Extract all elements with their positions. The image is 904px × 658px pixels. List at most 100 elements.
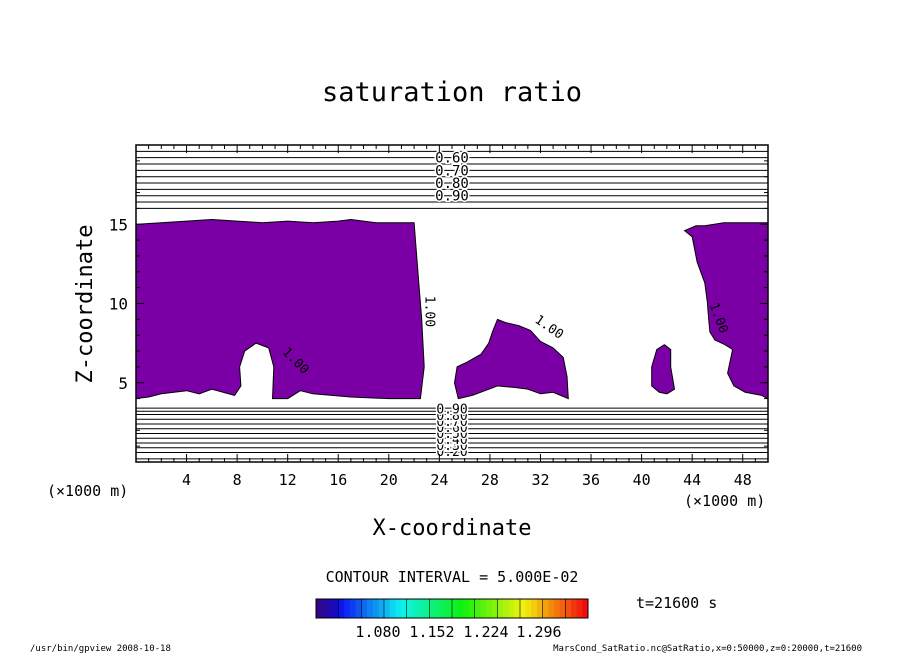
colorbar-swatch [486, 599, 493, 618]
colorbar-swatch [491, 599, 498, 618]
colorbar-swatch [571, 599, 578, 618]
contour-labels: 0.600.700.800.900.200.300.400.500.600.70… [279, 149, 731, 461]
colorbar-swatch [401, 599, 408, 618]
colorbar-swatch [537, 599, 544, 618]
contour-label-upper: 0.90 [435, 189, 469, 205]
contour-label-cloud: 1.00 [421, 296, 436, 327]
colorbar-swatch [350, 599, 357, 618]
colorbar-swatch [338, 599, 345, 618]
colorbar-swatch [344, 599, 351, 618]
x-tick-label: 28 [481, 471, 499, 489]
colorbar-swatch [378, 599, 385, 618]
time-label: t=21600 s [636, 594, 717, 612]
colorbar-swatch [423, 599, 430, 618]
colorbar-swatch [429, 599, 436, 618]
supersaturated-regions [135, 218, 769, 400]
colorbar-swatch [435, 599, 442, 618]
colorbar-swatch [582, 599, 589, 618]
region-1 [453, 318, 569, 400]
colorbar-swatch [503, 599, 510, 618]
contour-label-lower: 0.90 [436, 403, 467, 418]
colorbar-swatch [554, 599, 561, 618]
y-tick-label: 10 [109, 295, 128, 314]
colorbar-swatch [497, 599, 504, 618]
colorbar-swatch [542, 599, 549, 618]
region-3 [683, 222, 769, 400]
contour-label-lower: 0.20 [436, 445, 467, 460]
colorbar-swatch [565, 599, 572, 618]
colorbar-swatch [367, 599, 374, 618]
x-axis-label: X-coordinate [373, 516, 532, 541]
contour-label-lower: 0.60 [436, 421, 467, 436]
y-tick-label: 15 [109, 215, 128, 234]
colorbar-swatch [548, 599, 555, 618]
x-unit-left: (×1000 m) [47, 482, 128, 500]
colorbar-swatch [452, 599, 459, 618]
x-tick-label: 44 [683, 471, 701, 489]
contour-label-lower: 0.70 [436, 415, 467, 430]
colorbar-swatch [576, 599, 583, 618]
colorbar-frame [315, 598, 589, 619]
colorbar-swatch [559, 599, 566, 618]
colorbar-swatch [395, 599, 402, 618]
colorbar-swatch [355, 599, 362, 618]
colorbar-swatch [372, 599, 379, 618]
x-axis-ticks: 4 8 12 16 20 24 28 32 36 40 44 48 [148, 145, 756, 489]
colorbar-tick-label: 1.152 [409, 623, 454, 641]
colorbar-swatch [463, 599, 470, 618]
x-tick-label: 4 [182, 471, 191, 489]
colorbar-tick-label: 1.224 [463, 623, 508, 641]
colorbar-swatch [406, 599, 413, 618]
colorbar-swatch [525, 599, 532, 618]
x-tick-label: 12 [279, 471, 297, 489]
footer-left: /usr/bin/gpview 2008-10-18 [30, 644, 171, 654]
x-tick-label: 8 [233, 471, 242, 489]
colorbar-swatch [316, 599, 323, 618]
colorbar-swatch [412, 599, 419, 618]
colorbar-swatch [384, 599, 391, 618]
colorbar-swatch [389, 599, 396, 618]
colorbar-swatch [520, 599, 527, 618]
y-axis-ticks: 5 10 15 [109, 160, 768, 447]
colorbar-swatch [333, 599, 340, 618]
y-tick-label: 5 [118, 374, 128, 393]
x-tick-label: 32 [531, 471, 549, 489]
x-tick-label: 20 [380, 471, 398, 489]
colorbar-swatch [361, 599, 368, 618]
x-tick-label: 40 [633, 471, 651, 489]
x-tick-label: 16 [329, 471, 347, 489]
colorbar-swatch [514, 599, 521, 618]
colorbar [315, 599, 589, 618]
colorbar-swatch [480, 599, 487, 618]
colorbar-swatch [508, 599, 515, 618]
contour-label-lower: 0.30 [436, 439, 467, 454]
x-tick-label: 24 [430, 471, 448, 489]
contour-label-upper: 0.80 [435, 176, 469, 192]
colorbar-swatch [440, 599, 447, 618]
colorbar-tick-label: 1.080 [355, 623, 400, 641]
colorbar-swatch [418, 599, 425, 618]
region-2 [651, 344, 676, 395]
colorbar-swatch [446, 599, 453, 618]
colorbar-tick-label: 1.296 [516, 623, 561, 641]
colorbar-swatch [457, 599, 464, 618]
x-tick-label: 36 [582, 471, 600, 489]
colorbar-swatch [321, 599, 328, 618]
chart-title: saturation ratio [322, 77, 582, 108]
colorbar-tick-labels: 1.080 1.152 1.224 1.296 [355, 623, 561, 641]
y-axis-label: Z-coordinate [73, 225, 98, 384]
contour-interval: CONTOUR INTERVAL = 5.000E-02 [326, 568, 579, 586]
colorbar-swatch [327, 599, 334, 618]
contour-label-upper: 0.70 [435, 163, 469, 179]
x-unit-right: (×1000 m) [684, 492, 765, 510]
footer-right: MarsCond_SatRatio.nc@SatRatio,x=0:50000,… [553, 644, 862, 654]
x-tick-label: 48 [734, 471, 752, 489]
region-0 [135, 218, 425, 400]
contour-label-lower: 0.80 [436, 409, 467, 424]
contour-label-upper: 0.60 [435, 151, 469, 167]
colorbar-swatch [469, 599, 476, 618]
colorbar-swatch [531, 599, 538, 618]
colorbar-swatch [474, 599, 481, 618]
contour-label-lower: 0.50 [436, 427, 467, 442]
